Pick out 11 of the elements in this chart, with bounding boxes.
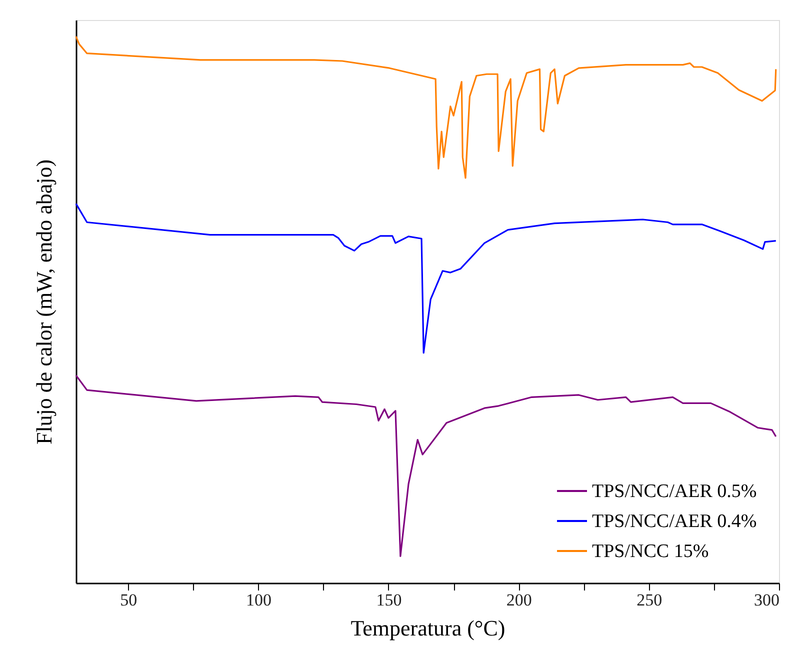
- x-tick-label: 300: [754, 590, 780, 610]
- x-tick-label: 200: [506, 590, 532, 610]
- legend-label: TPS/NCC/AER 0.4%: [592, 511, 757, 532]
- x-tick-label: 250: [636, 590, 662, 610]
- x-tick-label: 50: [120, 590, 138, 610]
- legend-label: TPS/NCC/AER 0.5%: [592, 481, 757, 502]
- x-tick-label: 150: [376, 590, 402, 610]
- x-tick-label: 100: [246, 590, 272, 610]
- x-axis-title: Temperatura (°C): [350, 616, 506, 640]
- y-axis-title: Flujo de calor (mW, endo abajo): [32, 159, 56, 445]
- legend-label: TPS/NCC 15%: [592, 541, 709, 562]
